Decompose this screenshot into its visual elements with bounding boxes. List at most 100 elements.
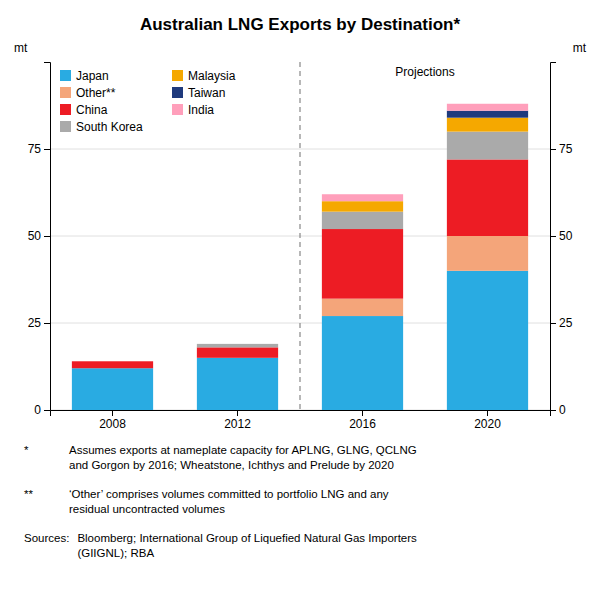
tick-label: 2020 (474, 417, 501, 431)
tick-mark (550, 236, 556, 237)
bar-segment (197, 358, 278, 410)
legend-swatch (172, 104, 183, 115)
title: Australian LNG Exports by Destination* (140, 15, 461, 34)
tick-label: 0 (559, 403, 566, 417)
tick-mark (487, 410, 488, 416)
legend-item: Japan (60, 69, 109, 83)
tick: 0 (34, 403, 50, 417)
bar-segment (322, 316, 403, 410)
plot-area (72, 104, 528, 410)
tick: 2012 (224, 410, 251, 431)
legend-label: Japan (76, 69, 109, 83)
legend-label: India (188, 103, 214, 117)
bar-segment (447, 236, 528, 271)
legend-item: Other** (60, 86, 116, 100)
note-symbol: Sources: (24, 532, 69, 544)
bar-segment (197, 344, 278, 347)
tick-mark (112, 410, 113, 416)
bar-segment (322, 299, 403, 316)
legend-label: Malaysia (188, 69, 236, 83)
tick-label: 50 (559, 229, 573, 243)
bar-segment (72, 361, 153, 362)
note-text: ‘Other’ comprises volumes committed to p… (69, 488, 389, 515)
tick-mark (44, 323, 50, 324)
chart: Australian LNG Exports by Destination* 0 2… (0, 0, 600, 602)
bar-segment (72, 368, 153, 410)
tick: 25 (28, 316, 50, 330)
legend-label: Other** (76, 86, 116, 100)
note-line: Bloomberg; International Group of Liquef… (77, 532, 417, 544)
bar-segment (72, 361, 153, 368)
tick-mark (550, 149, 556, 150)
tick-mark (362, 410, 363, 416)
note-text: Bloomberg; International Group of Liquef… (77, 532, 417, 559)
tick: 75 (550, 142, 573, 156)
legend-swatch (172, 70, 183, 81)
tick-mark (550, 323, 556, 324)
tick: 2016 (349, 410, 376, 431)
bar-segment (447, 111, 528, 118)
legend-item: China (60, 103, 108, 117)
note-line: and Gorgon by 2016; Wheatstone, Ichthys … (69, 459, 394, 471)
bar-segment (72, 361, 153, 362)
legend: Japan Other** China South Korea Malaysia Taiw… (60, 69, 236, 134)
y2-axis: 0 25 50 75 (550, 63, 573, 418)
tick-mark (44, 149, 50, 150)
bar-segment (447, 118, 528, 132)
tick-label: 2012 (224, 417, 251, 431)
bar-segment (322, 201, 403, 211)
bar-segment (72, 361, 153, 362)
note-symbol: * (24, 444, 29, 456)
bar-series (322, 104, 528, 201)
bar-segment (322, 194, 403, 201)
legend-swatch (60, 70, 71, 81)
legend-label: South Korea (76, 120, 143, 134)
bar-series (447, 111, 528, 118)
note-symbol: ** (24, 488, 33, 500)
x-axis: 2008201220162020 (51, 410, 551, 431)
tick-label: 0 (34, 403, 41, 417)
axis-line (551, 63, 557, 411)
bar-segment (447, 104, 528, 111)
tick-label: 25 (559, 316, 573, 330)
note-line: residual uncontracted volumes (69, 503, 225, 515)
legend-item: Taiwan (172, 86, 225, 100)
tick: 0 (550, 403, 566, 417)
tick-mark (44, 410, 50, 411)
legend-swatch (172, 87, 183, 98)
tick-label: 75 (28, 142, 42, 156)
tick-mark (237, 410, 238, 416)
note-line: (GIIGNL); RBA (77, 547, 154, 559)
bar-segment (197, 343, 278, 344)
legend-item: Malaysia (172, 69, 236, 83)
bar-series (322, 118, 528, 212)
bar-segment (322, 229, 403, 299)
tick: 50 (550, 229, 573, 243)
legend-swatch (60, 104, 71, 115)
annotation: Projections (395, 65, 454, 79)
bar-segment (197, 347, 278, 357)
legend-label: Taiwan (188, 86, 225, 100)
tick-label: 75 (559, 142, 573, 156)
legend-label: China (76, 103, 108, 117)
note-line: ‘Other’ comprises volumes committed to p… (69, 488, 389, 500)
tick: 2020 (474, 410, 501, 431)
tick: 75 (28, 142, 50, 156)
bar-segment (447, 132, 528, 160)
bar-segment (447, 159, 528, 236)
tick-mark (44, 236, 50, 237)
bar-segment (72, 361, 153, 362)
bar-series (197, 132, 528, 348)
axis-line (51, 411, 551, 417)
tick-label: 25 (28, 316, 42, 330)
note-text: Assumes exports at nameplate capacity fo… (69, 444, 417, 471)
tick-label: 50 (28, 229, 42, 243)
tick: 25 (550, 316, 573, 330)
axis-line (44, 63, 51, 411)
legend-item: South Korea (60, 120, 143, 134)
y-axis: 0 25 50 75 (28, 63, 51, 418)
legend-item: India (172, 103, 214, 117)
y2-axis-label: mt (573, 41, 587, 55)
notes: * Assumes exports at nameplate capacity f… (24, 444, 417, 559)
tick-label: 2016 (349, 417, 376, 431)
